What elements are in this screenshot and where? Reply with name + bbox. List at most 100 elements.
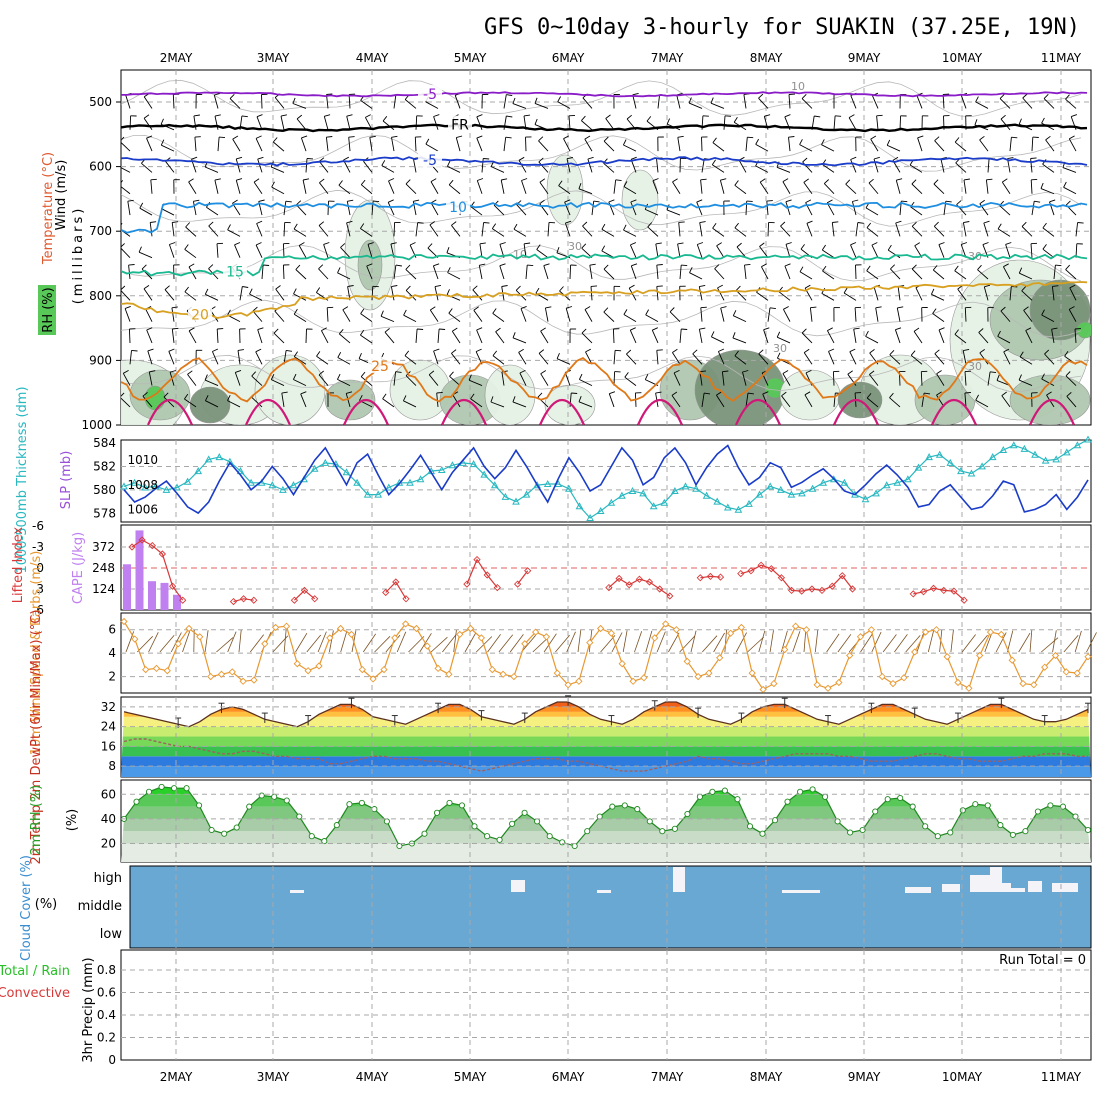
wind-barb-580 bbox=[964, 307, 967, 322]
wind-barb-flag-261 bbox=[491, 223, 497, 229]
thickness-point-79 bbox=[957, 467, 965, 475]
thickness-point-45 bbox=[596, 506, 605, 514]
wind-barb-flag-284 bbox=[512, 396, 516, 403]
wind-barb-25 bbox=[145, 308, 153, 322]
wind-barb-flag-428 bbox=[744, 263, 751, 266]
wind-barb-318 bbox=[587, 158, 593, 173]
slp-grid bbox=[121, 440, 1091, 522]
wind-barb-544 bbox=[911, 183, 923, 195]
wind-barb-flag-356 bbox=[630, 327, 636, 331]
wind-barb-236 bbox=[451, 331, 461, 344]
wind-barb-552 bbox=[910, 354, 923, 365]
li-point-27 bbox=[402, 595, 410, 603]
wind-barb-flag-89 bbox=[227, 394, 231, 401]
wind-barb-654 bbox=[1069, 287, 1077, 301]
contour-label-bg-0 bbox=[418, 85, 442, 102]
wind-barb-flag-358 bbox=[624, 372, 629, 378]
thickness-point-39 bbox=[533, 481, 541, 489]
wind-barb-flag-62 bbox=[219, 136, 226, 139]
wind-speed-point-26 bbox=[401, 620, 410, 628]
wind-barb-flag-52 bbox=[184, 244, 189, 250]
wind-barb-94 bbox=[253, 181, 263, 194]
wind-barb-128 bbox=[295, 269, 307, 280]
wind-barb-flag-586 bbox=[974, 119, 978, 126]
thickness-point-74 bbox=[904, 475, 912, 483]
wind-barb-206 bbox=[415, 328, 418, 343]
bottom-date-label-1: 3MAY bbox=[257, 1070, 290, 1084]
wind-barb-flag-76 bbox=[241, 115, 248, 118]
wind10m-barb-10 bbox=[238, 630, 242, 653]
wind10m-barb-60 bbox=[803, 630, 807, 653]
wind-barb-flag-214 bbox=[430, 178, 437, 182]
wind-barb-181 bbox=[382, 120, 395, 131]
wind-barb-flag-82 bbox=[234, 242, 241, 246]
wind-barb-flag-630 bbox=[1043, 93, 1049, 99]
wind-barb-flag-37 bbox=[169, 242, 176, 245]
wind-barb-flag-644 bbox=[1046, 391, 1052, 396]
wind-barb-flag-632 bbox=[1045, 135, 1051, 141]
wind-barb-133 bbox=[293, 379, 307, 386]
wind-barb-flag-390 bbox=[688, 97, 692, 104]
wind-barb-561 bbox=[933, 225, 945, 237]
wind-speed-point-82 bbox=[1008, 656, 1016, 664]
wind-barb-flag-383 bbox=[681, 264, 688, 267]
wind-barb-583 bbox=[964, 371, 967, 386]
wind-barb-65 bbox=[206, 206, 219, 216]
rh2m-point-34 bbox=[546, 833, 553, 840]
wind-barb-524 bbox=[866, 397, 879, 408]
wind-barb-508 bbox=[847, 373, 857, 386]
wind-barb-flag-508 bbox=[847, 370, 853, 375]
wind-barb-274 bbox=[521, 180, 527, 194]
wind-barb-146 bbox=[321, 330, 329, 344]
wind10m-barb-78 bbox=[1007, 630, 1014, 653]
wind-barb-91 bbox=[256, 116, 263, 130]
rh-legend-swatch bbox=[38, 285, 56, 335]
wind-barb-427 bbox=[736, 246, 747, 258]
ylabel-thickness: 1000-500mb Thickness (dm) bbox=[15, 386, 30, 573]
wind-barb-515 bbox=[865, 207, 879, 216]
wind-barb-flag-283 bbox=[519, 369, 526, 374]
thickness-point-62 bbox=[776, 485, 785, 493]
wind-speed-point-10 bbox=[228, 668, 236, 676]
wind-barb-flag-409 bbox=[720, 178, 727, 181]
thickness-point-0 bbox=[120, 482, 128, 490]
wind-barb-357 bbox=[626, 353, 637, 365]
li-segment-59 bbox=[700, 575, 721, 579]
wind-barb-flag-387 bbox=[672, 348, 678, 353]
wind-barb-399 bbox=[698, 286, 703, 301]
wind-speed-point-29 bbox=[434, 664, 442, 673]
wind-barb-203 bbox=[405, 269, 417, 280]
rh-blob-26 bbox=[189, 386, 231, 424]
wind-barb-flag-354 bbox=[628, 284, 635, 289]
wind-barb-495 bbox=[850, 95, 857, 109]
li-point-26 bbox=[392, 578, 400, 586]
wind-barb-flag-636 bbox=[1042, 222, 1047, 229]
wind-barb-flag-640 bbox=[1041, 309, 1045, 316]
wind-barb-134 bbox=[300, 393, 307, 408]
wind-barb-452 bbox=[788, 137, 791, 152]
wind-barb-275 bbox=[516, 204, 527, 216]
li-point-38 bbox=[513, 580, 522, 588]
rh-contour-line-2 bbox=[121, 189, 1082, 227]
wind10m-barb-19 bbox=[340, 630, 348, 653]
thickness-point-63 bbox=[787, 490, 796, 498]
wind-barb-flag-2 bbox=[121, 136, 125, 141]
thickness-point-87 bbox=[1041, 456, 1050, 464]
wind-barb-426 bbox=[734, 227, 747, 237]
wind-barb-210 bbox=[425, 101, 439, 109]
wind-barb-370 bbox=[645, 314, 659, 323]
wind10m-barb-3 bbox=[159, 635, 175, 653]
wind-barb-flag-611 bbox=[997, 330, 1001, 337]
rh2m-tick-60: 60 bbox=[101, 787, 116, 801]
wind-barb-flag-528 bbox=[892, 156, 899, 161]
wind-barb-flag-521 bbox=[865, 330, 869, 337]
wind-barb-flag-531 bbox=[895, 220, 902, 224]
wind-barb-581 bbox=[954, 334, 967, 344]
wind-speed-point-73 bbox=[911, 648, 919, 656]
wind-barb-360 bbox=[657, 94, 661, 109]
wind-barb-flag-411 bbox=[712, 223, 717, 229]
contour-0 bbox=[121, 91, 1088, 98]
wind-barb-301 bbox=[568, 115, 571, 130]
wind-speed-point-67 bbox=[846, 651, 854, 660]
wind10m-barb-52 bbox=[713, 632, 725, 653]
